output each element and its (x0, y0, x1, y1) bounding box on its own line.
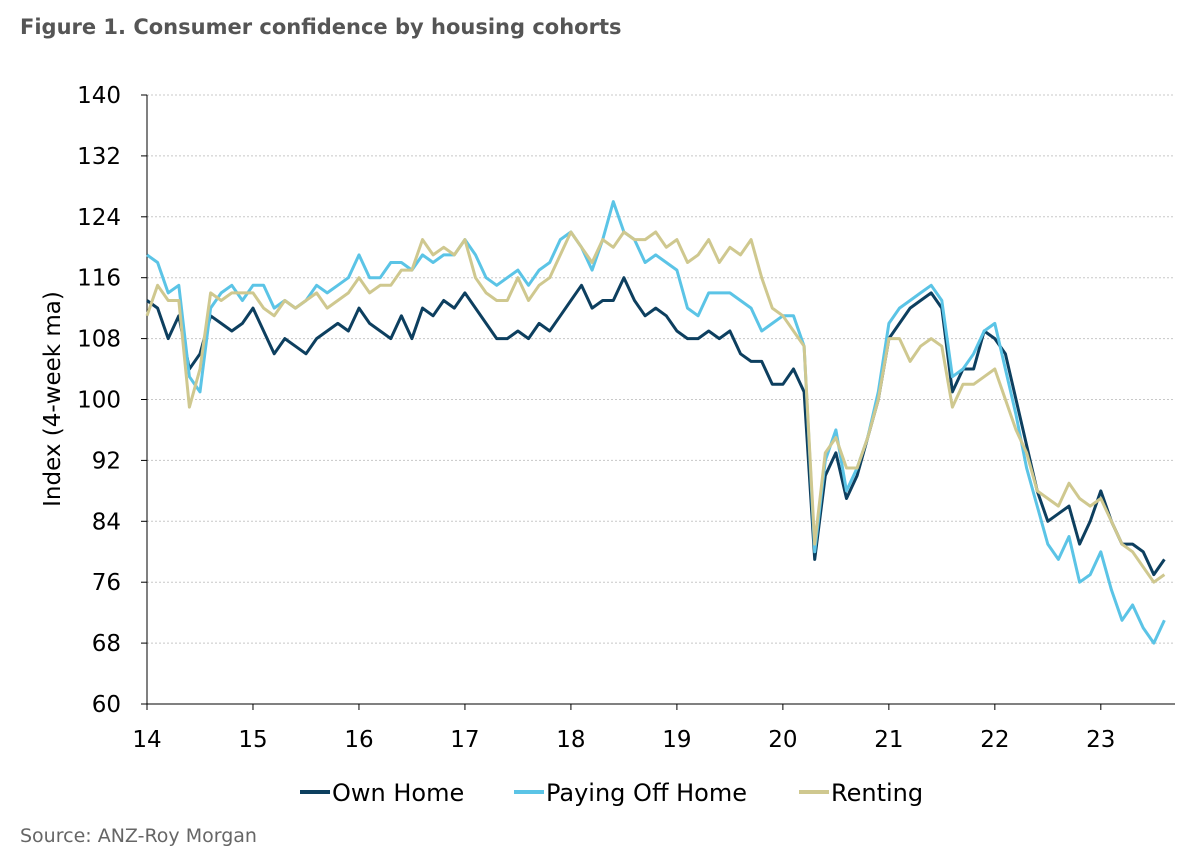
x-tick-label: 20 (768, 727, 797, 753)
y-axis-label: Index (4-week ma) (40, 291, 66, 507)
series-line (146, 276, 1166, 577)
x-tick-label: 19 (662, 727, 691, 753)
legend-label: Own Home (332, 779, 464, 807)
x-tick-label: 16 (344, 727, 373, 753)
y-tick-label: 116 (77, 266, 121, 292)
x-tick-label: 23 (1086, 727, 1115, 753)
legend-label: Renting (831, 779, 923, 807)
series-line (145, 230, 1166, 584)
x-tick-label: 22 (980, 727, 1009, 753)
y-tick-label: 92 (92, 448, 121, 474)
x-tick-label: 14 (132, 727, 161, 753)
legend-label: Paying Off Home (546, 779, 747, 807)
y-tick-label: 76 (92, 570, 121, 596)
y-tick-label: 68 (92, 631, 121, 657)
y-tick-label: 132 (77, 144, 121, 170)
source: Source: ANZ-Roy Morgan (20, 825, 257, 847)
y-tick-label: 140 (77, 83, 121, 109)
y-tick-label: 124 (77, 205, 121, 231)
x-tick-label: 21 (874, 727, 903, 753)
chart-title: Figure 1. Consumer confidence by housing… (20, 15, 621, 39)
x-tick-label: 17 (450, 727, 479, 753)
y-tick-label: 100 (77, 388, 121, 414)
y-tick-label: 84 (92, 509, 121, 535)
y-tick-label: 108 (77, 327, 121, 353)
series-line (146, 200, 1166, 645)
y-tick-label: 60 (92, 692, 121, 718)
x-tick-label: 18 (556, 727, 585, 753)
x-tick-label: 15 (238, 727, 267, 753)
